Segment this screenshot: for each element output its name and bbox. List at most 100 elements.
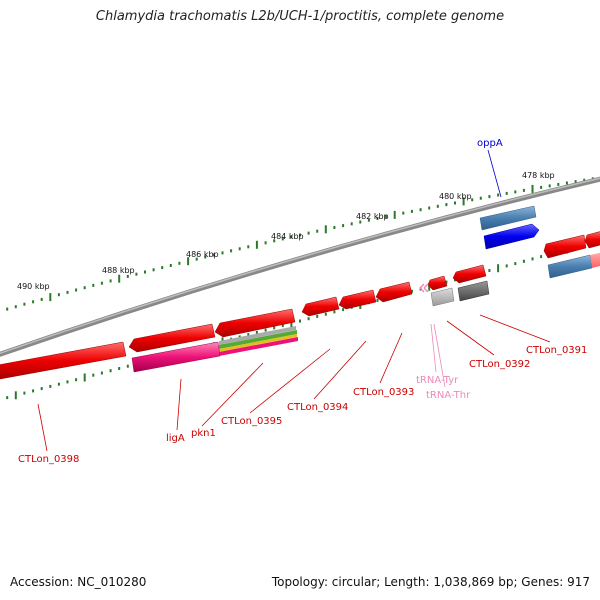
minor-tick <box>359 220 362 224</box>
minor-tick <box>152 268 155 272</box>
gene-ctlon-0395-stripe-green <box>219 330 297 349</box>
label-ctlon-0393[interactable]: CTLon_0393 <box>353 387 414 398</box>
minor-tick <box>385 215 388 219</box>
label-ctlon-0395[interactable]: CTLon_0395 <box>221 416 282 427</box>
major-tick <box>255 240 258 249</box>
label-ctlon-0391[interactable]: CTLon_0391 <box>526 345 587 356</box>
minor-tick <box>49 384 52 388</box>
label-trna-thr[interactable]: tRNA-Thr <box>426 390 471 401</box>
major-tick <box>290 319 293 328</box>
gene-ligA-magenta-bar <box>131 341 221 373</box>
ctlon-0398-connector <box>37 403 48 452</box>
major-tick <box>428 282 431 291</box>
major-tick <box>83 373 86 382</box>
accession-text: Accession: NC_010280 <box>10 575 147 589</box>
gene-ctlon-0393-arrow-a <box>375 281 413 303</box>
map-title: Chlamydia trachomatis L2b/UCH-1/proctiti… <box>95 9 505 24</box>
minor-tick <box>488 195 491 199</box>
minor-tick <box>6 307 9 311</box>
minor-tick <box>540 185 543 189</box>
minor-tick <box>514 190 517 194</box>
minor-tick <box>333 310 336 314</box>
minor-tick <box>75 288 78 292</box>
ligA-connector <box>176 378 182 431</box>
minor-tick <box>212 253 215 257</box>
major-tick <box>187 257 190 266</box>
minor-tick <box>238 335 241 339</box>
minor-tick <box>40 297 43 301</box>
major-tick <box>462 197 465 206</box>
label-trna-tyr[interactable]: tRNA-Tyr <box>416 375 459 386</box>
minor-tick <box>6 396 9 400</box>
minor-tick <box>522 259 525 263</box>
minor-tick <box>178 261 181 265</box>
label-ctlon-0392[interactable]: CTLon_0392 <box>469 359 530 370</box>
major-tick <box>49 293 52 302</box>
kbp-label-480: 480 kbp <box>439 192 472 201</box>
label-ctlon-0394[interactable]: CTLon_0394 <box>287 402 348 413</box>
minor-tick <box>367 218 370 222</box>
gene-ctlon-0393-feature[interactable] <box>301 281 413 317</box>
gene-oppA-feature[interactable] <box>479 205 540 250</box>
minor-tick <box>574 180 577 184</box>
minor-tick <box>204 255 207 259</box>
minor-tick <box>32 389 35 393</box>
genome-stats-text: Topology: circular; Length: 1,038,869 bp… <box>271 575 590 589</box>
gene-right-steel-bar <box>547 254 593 279</box>
minor-tick <box>316 229 319 233</box>
minor-tick <box>109 279 112 283</box>
kbp-label-486: 486 kbp <box>186 250 219 259</box>
trna-feature[interactable] <box>419 275 455 307</box>
gene-pkn1-feature[interactable] <box>214 308 298 356</box>
gene-ctlon-0398-feature[interactable] <box>0 341 127 380</box>
minor-tick <box>497 193 500 197</box>
genome-backbone <box>0 176 600 357</box>
minor-tick <box>92 373 95 377</box>
minor-tick <box>583 178 586 182</box>
minor-tick <box>264 241 267 245</box>
label-oppA[interactable]: oppA <box>477 138 503 149</box>
minor-tick <box>100 371 103 375</box>
gene-ligA-arrow <box>128 323 216 353</box>
minor-tick <box>307 231 310 235</box>
trna-tyr-glyph <box>419 283 429 293</box>
ctlon-0391-connector <box>479 314 551 343</box>
label-pkn1[interactable]: pkn1 <box>191 428 216 439</box>
gene-ctlon-0391-feature[interactable] <box>543 231 600 279</box>
minor-tick <box>57 382 60 386</box>
minor-tick <box>410 289 413 293</box>
gene-ctlon-0393-arrow-b <box>338 289 377 310</box>
minor-tick <box>195 257 198 261</box>
minor-tick <box>32 300 35 304</box>
minor-tick <box>445 203 448 207</box>
kbp-label-490: 490 kbp <box>17 282 50 291</box>
minor-tick <box>247 333 250 337</box>
gene-ctlon-0395-stripe-yellow <box>219 334 297 352</box>
gene-oppA-arrow <box>483 223 540 250</box>
minor-tick <box>66 380 69 384</box>
gene-trna-arrow <box>427 275 448 291</box>
minor-tick <box>281 237 284 241</box>
major-tick <box>531 184 534 193</box>
gene-oppA-steel-bar <box>479 205 537 231</box>
major-tick <box>118 274 121 283</box>
gene-ligA-feature[interactable] <box>128 323 221 373</box>
pkn1-connector <box>201 362 264 427</box>
gene-right-red-arrow-2 <box>584 231 600 249</box>
minor-tick <box>410 209 413 213</box>
gene-ctlon-0392-arrow <box>452 264 487 284</box>
label-ctlon-0398[interactable]: CTLon_0398 <box>18 454 79 465</box>
minor-tick <box>428 206 431 210</box>
minor-tick <box>92 283 95 287</box>
kbp-label-482: 482 kbp <box>356 212 389 221</box>
minor-tick <box>531 257 534 261</box>
gene-ctlon-0392-feature[interactable] <box>452 264 490 302</box>
minor-tick <box>135 272 138 276</box>
minor-tick <box>230 249 233 253</box>
gene-pkn1-arrow <box>214 308 296 338</box>
label-ligA[interactable]: ligA <box>166 433 185 444</box>
gene-ctlon-0395-stripe-magenta <box>219 337 298 356</box>
minor-tick <box>75 378 78 382</box>
minor-tick <box>479 196 482 200</box>
